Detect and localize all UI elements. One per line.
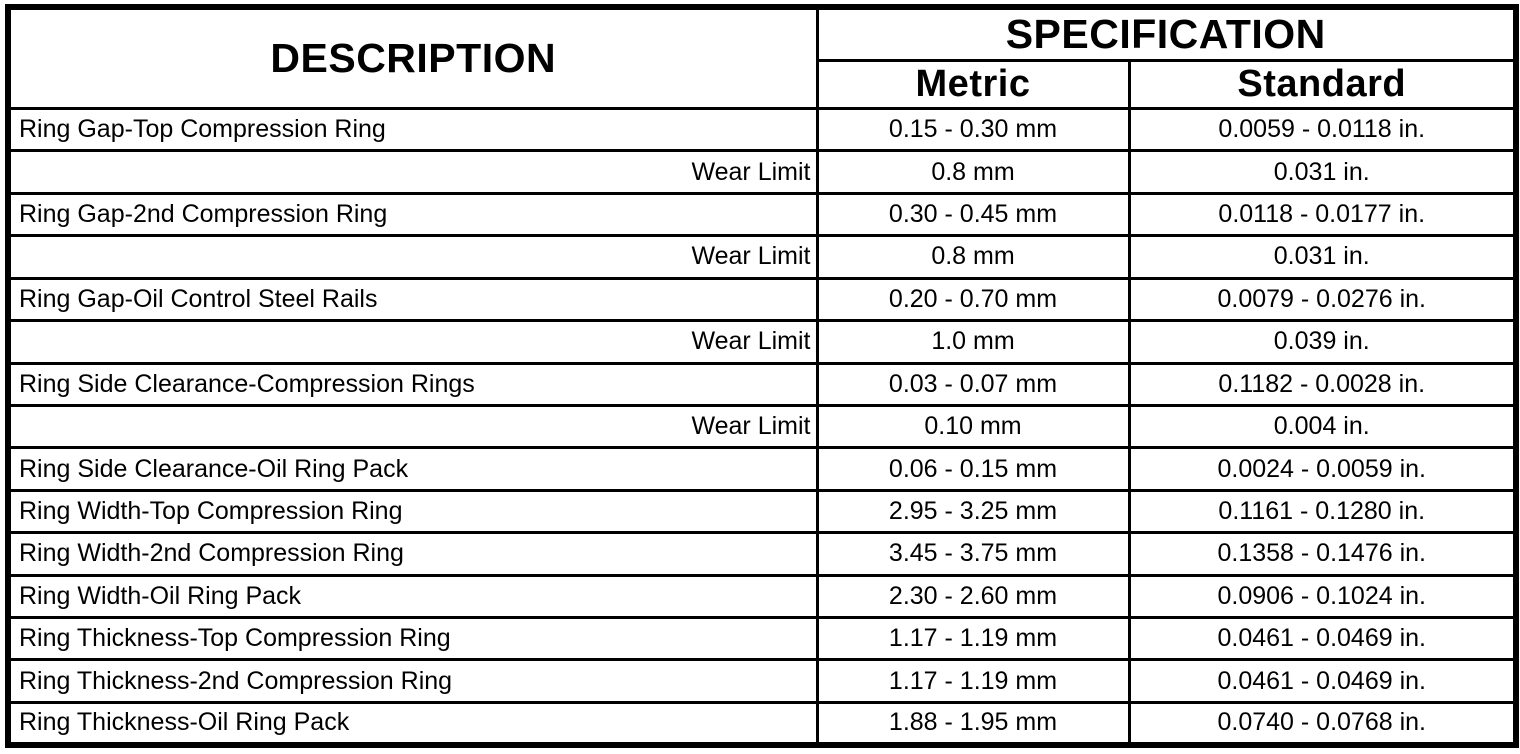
- row-description: Ring Gap-2nd Compression Ring: [6, 191, 819, 238]
- row-description: Ring Gap-Top Compression Ring: [6, 106, 819, 153]
- row-description: Ring Width-2nd Compression Ring: [6, 531, 819, 577]
- row-metric-value: 0.8 mm: [815, 234, 1131, 280]
- row-metric-value: 0.06 - 0.15 mm: [815, 446, 1131, 492]
- row-description: Ring Thickness-Top Compression Ring: [6, 616, 819, 662]
- column-header-description: DESCRIPTION: [6, 5, 819, 110]
- row-metric-value: 0.20 - 0.70 mm: [815, 276, 1131, 323]
- column-header-standard: Standard: [1127, 59, 1518, 110]
- table-row: Ring Thickness-Oil Ring Pack 1.88 - 1.95…: [6, 700, 1518, 747]
- header-row-units: Metric Standard: [8, 59, 1518, 110]
- piston-ring-spec-table: DESCRIPTION SPECIFICATION Metric Standar…: [5, 4, 1519, 748]
- row-standard-value: 0.0024 - 0.0059 in.: [1127, 446, 1518, 492]
- row-metric-value: 2.30 - 2.60 mm: [815, 573, 1131, 620]
- row-metric-value: 0.10 mm: [815, 403, 1131, 450]
- row-metric-value: 0.8 mm: [815, 149, 1131, 195]
- table-row: Ring Width-Oil Ring Pack 2.30 - 2.60 mm …: [6, 573, 1518, 620]
- row-description: Ring Side Clearance-Oil Ring Pack: [6, 446, 819, 492]
- row-standard-value: 0.0059 - 0.0118 in.: [1127, 106, 1518, 153]
- row-metric-value: 2.95 - 3.25 mm: [815, 488, 1131, 535]
- table-row: Wear Limit 0.8 mm 0.031 in.: [6, 149, 1518, 195]
- table-row: Wear Limit 0.8 mm 0.031 in.: [6, 234, 1518, 280]
- row-standard-value: 0.004 in.: [1127, 403, 1518, 450]
- table-row: Ring Gap-2nd Compression Ring 0.30 - 0.4…: [6, 191, 1518, 238]
- column-header-specification: SPECIFICATION: [815, 5, 1518, 62]
- row-description: Ring Thickness-2nd Compression Ring: [6, 658, 819, 704]
- spec-table-body: Ring Gap-Top Compression Ring 0.15 - 0.3…: [6, 106, 1518, 747]
- row-description: Ring Width-Oil Ring Pack: [6, 573, 819, 620]
- row-description: Ring Gap-Oil Control Steel Rails: [6, 276, 819, 323]
- row-standard-value: 0.031 in.: [1127, 234, 1518, 280]
- table-row: Ring Side Clearance-Oil Ring Pack 0.06 -…: [6, 446, 1518, 492]
- row-metric-value: 1.17 - 1.19 mm: [815, 658, 1131, 704]
- row-description: Wear Limit: [6, 319, 819, 365]
- row-metric-value: 1.17 - 1.19 mm: [815, 616, 1131, 662]
- row-metric-value: 1.88 - 1.95 mm: [815, 700, 1131, 747]
- row-metric-value: 1.0 mm: [815, 319, 1131, 365]
- row-description: Wear Limit: [6, 234, 819, 280]
- table-row: Ring Thickness-2nd Compression Ring 1.17…: [6, 658, 1518, 704]
- row-description: Ring Thickness-Oil Ring Pack: [6, 700, 819, 747]
- table-row: Ring Thickness-Top Compression Ring 1.17…: [6, 616, 1518, 662]
- table-row: Ring Gap-Top Compression Ring 0.15 - 0.3…: [6, 106, 1518, 153]
- row-description: Ring Width-Top Compression Ring: [6, 488, 819, 535]
- row-standard-value: 0.0906 - 0.1024 in.: [1127, 573, 1518, 620]
- row-standard-value: 0.0740 - 0.0768 in.: [1127, 700, 1518, 747]
- row-metric-value: 0.03 - 0.07 mm: [815, 361, 1131, 407]
- row-metric-value: 3.45 - 3.75 mm: [815, 531, 1131, 577]
- table-row: Wear Limit 0.10 mm 0.004 in.: [6, 403, 1518, 450]
- row-standard-value: 0.0461 - 0.0469 in.: [1127, 616, 1518, 662]
- row-standard-value: 0.0118 - 0.0177 in.: [1127, 191, 1518, 238]
- row-metric-value: 0.30 - 0.45 mm: [815, 191, 1131, 238]
- row-description: Wear Limit: [6, 403, 819, 450]
- row-description: Wear Limit: [6, 149, 819, 195]
- row-metric-value: 0.15 - 0.30 mm: [815, 106, 1131, 153]
- row-standard-value: 0.031 in.: [1127, 149, 1518, 195]
- row-standard-value: 0.1358 - 0.1476 in.: [1127, 531, 1518, 577]
- row-standard-value: 0.039 in.: [1127, 319, 1518, 365]
- row-standard-value: 0.0079 - 0.0276 in.: [1127, 276, 1518, 323]
- table-row: Ring Side Clearance-Compression Rings 0.…: [6, 361, 1518, 407]
- row-standard-value: 0.1161 - 0.1280 in.: [1127, 488, 1518, 535]
- table-row: Ring Width-Top Compression Ring 2.95 - 3…: [6, 488, 1518, 535]
- row-description: Ring Side Clearance-Compression Rings: [6, 361, 819, 407]
- header-row-main: DESCRIPTION SPECIFICATION: [6, 5, 1518, 110]
- table-row: Ring Width-2nd Compression Ring 3.45 - 3…: [6, 531, 1518, 577]
- row-standard-value: 0.1182 - 0.0028 in.: [1127, 361, 1518, 407]
- table-row: Wear Limit 1.0 mm 0.039 in.: [6, 319, 1518, 365]
- table-row: Ring Gap-Oil Control Steel Rails 0.20 - …: [6, 276, 1518, 323]
- row-standard-value: 0.0461 - 0.0469 in.: [1127, 658, 1518, 704]
- column-header-metric: Metric: [815, 59, 1131, 110]
